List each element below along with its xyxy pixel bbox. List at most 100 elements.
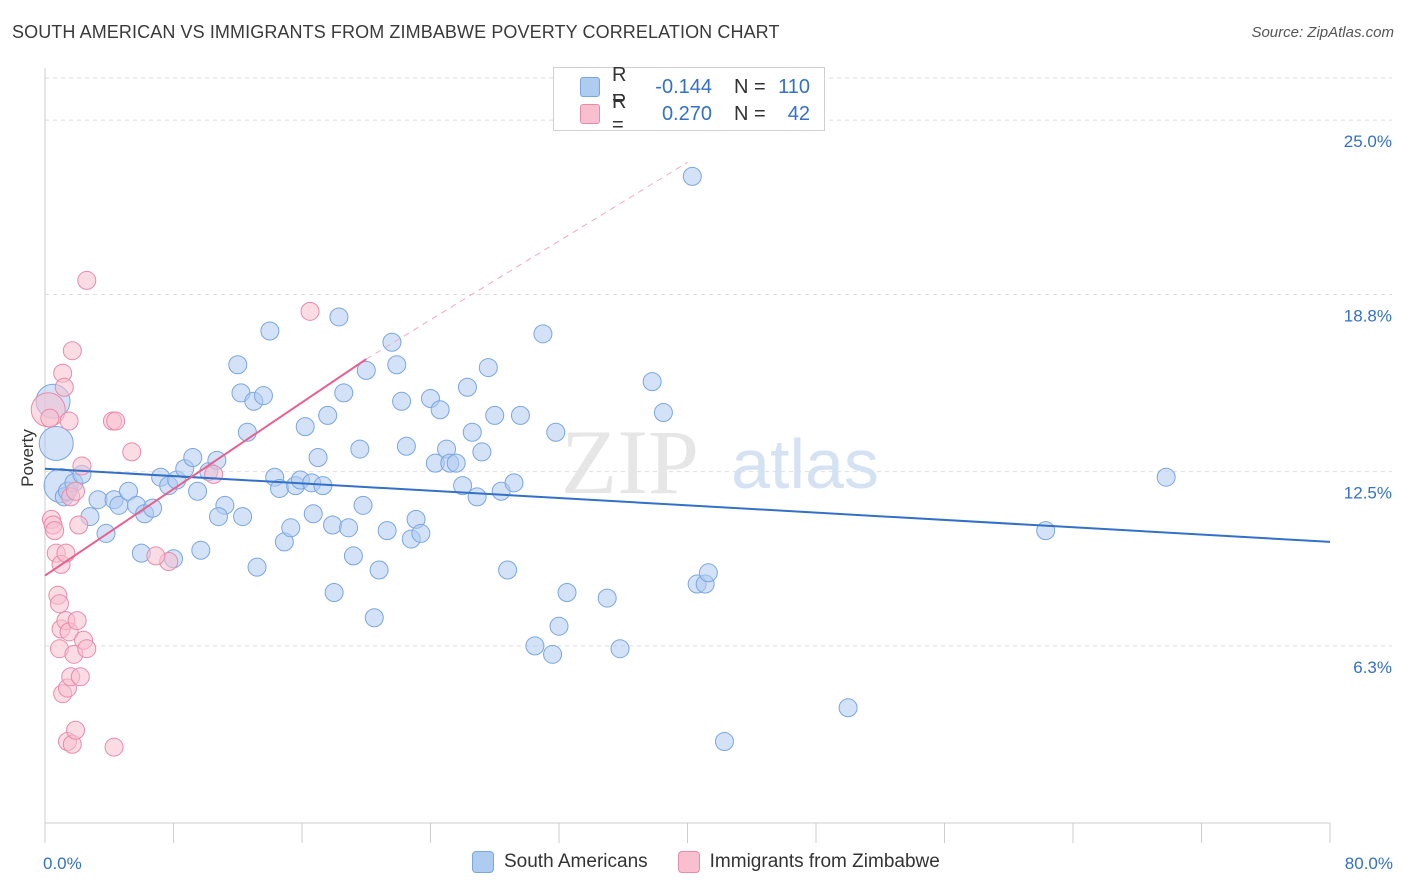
data-point-zimbabwe xyxy=(62,341,82,361)
data-point-zimbabwe xyxy=(106,411,126,431)
data-point-zimbabwe xyxy=(66,481,86,501)
legend-item-zimbabwe: Immigrants from Zimbabwe xyxy=(677,851,940,873)
legend-swatch-pink xyxy=(580,104,600,124)
r-label: R = xyxy=(612,64,627,109)
data-point-zimbabwe xyxy=(69,515,89,535)
data-point-south-american xyxy=(597,588,617,608)
legend-row-south-americans: R = -0.144 N = 110 xyxy=(580,64,810,109)
data-point-south-american xyxy=(472,442,492,462)
data-point-south-american xyxy=(510,405,530,425)
data-point-south-american xyxy=(228,355,248,375)
data-point-zimbabwe xyxy=(204,464,224,484)
data-point-south-american xyxy=(303,504,323,524)
data-point-south-american xyxy=(38,425,74,461)
data-point-zimbabwe xyxy=(104,737,124,757)
data-point-south-american xyxy=(462,422,482,442)
legend-row-zimbabwe: R = 0.270 N = 42 xyxy=(580,91,810,136)
data-point-south-american xyxy=(253,386,273,406)
chart-title: SOUTH AMERICAN VS IMMIGRANTS FROM ZIMBAB… xyxy=(12,22,780,42)
data-point-south-american xyxy=(543,644,563,664)
data-point-south-american xyxy=(88,490,108,510)
data-point-zimbabwe xyxy=(300,301,320,321)
data-point-south-american xyxy=(478,358,498,378)
x-tick-label: 80.0% xyxy=(1345,854,1393,873)
data-point-zimbabwe xyxy=(77,270,97,290)
data-point-south-american xyxy=(260,321,280,341)
data-point-south-american xyxy=(324,582,344,602)
series-immigrants-zimbabwe xyxy=(30,270,320,757)
data-point-south-american xyxy=(457,377,477,397)
data-point-zimbabwe xyxy=(146,546,166,566)
data-point-south-american xyxy=(339,518,359,538)
data-point-south-american xyxy=(350,439,370,459)
data-point-south-american xyxy=(387,355,407,375)
grid-lines xyxy=(45,77,1392,647)
data-point-south-american xyxy=(343,546,363,566)
n-label: N = xyxy=(734,75,766,98)
trend-line-zimbabwe-extension xyxy=(365,161,688,360)
data-point-south-american xyxy=(533,324,553,344)
data-point-south-american xyxy=(233,507,253,527)
data-point-south-american xyxy=(610,639,630,659)
data-point-south-american xyxy=(281,518,301,538)
y-tick-label: 12.5% xyxy=(1344,484,1392,503)
data-point-south-american xyxy=(392,391,412,411)
data-point-south-american xyxy=(188,481,208,501)
source-label: Source: ZipAtlas.com xyxy=(1251,24,1394,41)
data-point-south-american xyxy=(557,582,577,602)
data-point-south-american xyxy=(295,417,315,437)
data-point-south-american xyxy=(411,523,431,543)
r-label: R = xyxy=(612,91,627,136)
legend-item-south-americans: South Americans xyxy=(472,851,648,873)
legend-label: Immigrants from Zimbabwe xyxy=(709,851,940,872)
data-point-zimbabwe xyxy=(122,442,142,462)
tick-labels: 6.3% 12.5% 18.8% 25.0% 0.0% 80.0% xyxy=(43,132,1393,873)
trend-line-zimbabwe xyxy=(44,358,367,577)
data-point-zimbabwe xyxy=(56,543,76,563)
data-point-zimbabwe xyxy=(45,521,65,541)
data-point-south-american xyxy=(208,507,228,527)
data-point-south-american xyxy=(308,448,328,468)
data-point-south-american xyxy=(549,616,569,636)
data-point-zimbabwe xyxy=(66,720,86,740)
data-point-south-american xyxy=(714,731,734,751)
data-point-zimbabwe xyxy=(54,377,74,397)
r-value: 0.270 xyxy=(661,102,712,125)
data-point-south-american xyxy=(485,405,505,425)
data-point-south-american xyxy=(382,332,402,352)
data-point-south-american xyxy=(546,422,566,442)
x-tick-label: 0.0% xyxy=(43,854,82,873)
data-point-south-american xyxy=(329,307,349,327)
data-point-south-american xyxy=(1156,467,1176,487)
watermark-atlas: atlas xyxy=(731,425,879,503)
watermark-zip: ZIP xyxy=(561,411,699,513)
y-axis-label: Poverty xyxy=(18,429,37,487)
series-legend: South Americans Immigrants from Zimbabwe xyxy=(472,851,970,873)
data-point-zimbabwe xyxy=(70,667,90,687)
data-point-south-american xyxy=(247,557,267,577)
data-point-south-american xyxy=(396,436,416,456)
data-point-south-american xyxy=(430,400,450,420)
trend-line-south-americans xyxy=(44,467,1331,543)
data-point-zimbabwe xyxy=(59,411,79,431)
legend-swatch-blue xyxy=(580,77,600,97)
n-value: 42 xyxy=(787,102,810,125)
data-point-south-american xyxy=(453,476,473,496)
y-tick-label: 6.3% xyxy=(1353,658,1392,677)
data-point-south-american xyxy=(467,487,487,507)
data-point-zimbabwe xyxy=(67,611,87,631)
trend-lines xyxy=(44,161,1331,577)
data-point-south-american xyxy=(653,403,673,423)
data-point-south-american xyxy=(504,473,524,493)
data-point-south-american xyxy=(525,636,545,656)
data-point-zimbabwe xyxy=(49,594,69,614)
data-point-south-american xyxy=(191,540,211,560)
data-point-south-american xyxy=(323,515,343,535)
data-point-south-american xyxy=(334,383,354,403)
stats-legend: R = -0.144 N = 110 R = 0.270 N = 42 xyxy=(553,64,825,136)
data-point-south-american xyxy=(1036,521,1056,541)
legend-label: South Americans xyxy=(504,851,648,872)
r-value: -0.144 xyxy=(655,75,712,98)
data-point-south-american xyxy=(682,166,702,186)
